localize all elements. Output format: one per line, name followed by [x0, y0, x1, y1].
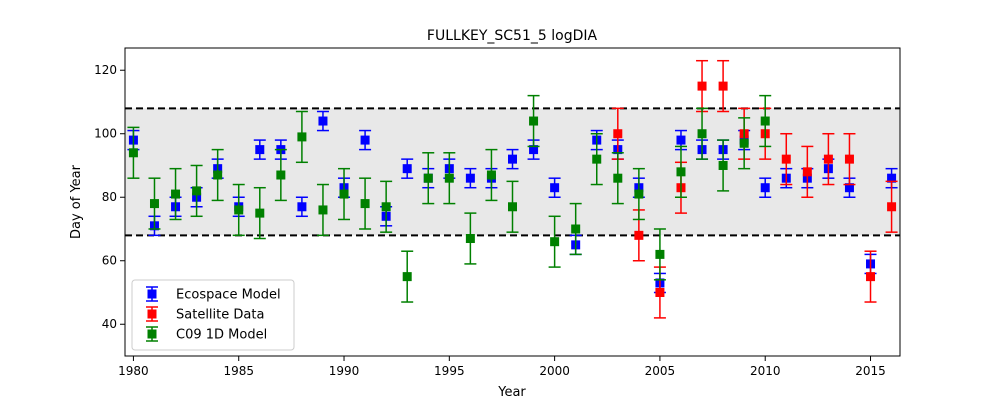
data-point — [444, 173, 454, 183]
data-point — [697, 81, 707, 91]
data-point — [655, 249, 665, 259]
data-point — [887, 202, 897, 212]
y-axis-label: Day of Year — [69, 164, 84, 239]
y-tick-label: 80 — [102, 190, 117, 204]
x-tick-label: 2000 — [539, 364, 570, 378]
x-axis-label: Year — [497, 385, 526, 400]
data-point — [613, 129, 623, 139]
y-tick-label: 40 — [102, 317, 117, 331]
data-point — [234, 205, 244, 215]
data-point — [781, 154, 791, 164]
data-point — [318, 205, 328, 215]
data-point — [739, 138, 749, 148]
data-point — [571, 224, 581, 234]
data-point — [192, 186, 202, 196]
data-point — [844, 154, 854, 164]
legend-label: Satellite Data — [176, 308, 264, 323]
x-tick-label: 2015 — [855, 364, 886, 378]
data-point — [128, 148, 138, 158]
data-point — [360, 199, 370, 209]
data-point — [634, 230, 644, 240]
x-axis: 1980 1985 1990 1995 2000 2005 2010 2015 — [118, 356, 886, 378]
data-point — [718, 81, 728, 91]
data-point — [760, 183, 770, 193]
data-point — [402, 164, 412, 174]
data-point — [508, 202, 517, 212]
data-point — [149, 199, 159, 209]
data-point — [508, 154, 517, 164]
y-axis: 40 60 80 100 120 — [94, 63, 125, 331]
x-tick-label: 1990 — [329, 364, 360, 378]
data-point — [592, 154, 602, 164]
y-tick-label: 60 — [102, 254, 117, 268]
data-point — [465, 173, 475, 183]
series-layer — [127, 59, 898, 319]
data-point — [697, 129, 707, 139]
data-point — [423, 173, 433, 183]
data-point — [760, 116, 770, 126]
x-tick-label: 1985 — [223, 364, 254, 378]
data-point — [213, 170, 223, 180]
y-tick-label: 100 — [94, 127, 117, 141]
plot-border — [124, 47, 901, 357]
data-point — [887, 173, 897, 183]
x-tick-label: 1995 — [434, 364, 465, 378]
legend-label: Ecospace Model — [176, 288, 281, 303]
data-point — [676, 167, 686, 177]
data-point — [465, 234, 475, 244]
chart-title: FULLKEY_SC51_5 logDIA — [427, 28, 598, 44]
data-point — [529, 145, 539, 155]
data-point — [866, 272, 876, 282]
data-point — [297, 202, 307, 212]
legend-marker — [147, 329, 157, 339]
data-point — [486, 170, 496, 180]
data-point — [802, 167, 812, 177]
data-point — [550, 237, 560, 247]
data-point — [318, 116, 328, 126]
legend-box — [131, 279, 295, 351]
data-point — [339, 189, 349, 199]
legend-marker — [147, 289, 157, 299]
data-point — [255, 208, 265, 218]
x-tick-label: 2010 — [750, 364, 781, 378]
legend: Ecospace Model Satellite Data C09 1D Model — [131, 279, 295, 351]
legend-label: C09 1D Model — [176, 328, 267, 343]
x-tick-label: 1980 — [118, 364, 149, 378]
data-point — [360, 135, 370, 145]
data-point — [255, 145, 265, 155]
data-point — [402, 272, 412, 282]
series-3 — [127, 94, 772, 303]
data-point — [171, 189, 181, 199]
data-point — [276, 170, 286, 180]
data-point — [613, 173, 623, 183]
data-point — [381, 202, 391, 212]
data-point — [529, 116, 539, 126]
data-point — [655, 287, 665, 297]
data-point — [676, 135, 686, 145]
data-point — [634, 189, 644, 199]
data-point — [718, 160, 728, 170]
x-tick-label: 2005 — [645, 364, 676, 378]
data-point — [844, 183, 854, 193]
legend-marker — [147, 309, 157, 319]
data-point — [297, 132, 307, 142]
data-point — [550, 183, 560, 193]
y-tick-label: 120 — [94, 63, 117, 77]
data-point — [823, 154, 833, 164]
